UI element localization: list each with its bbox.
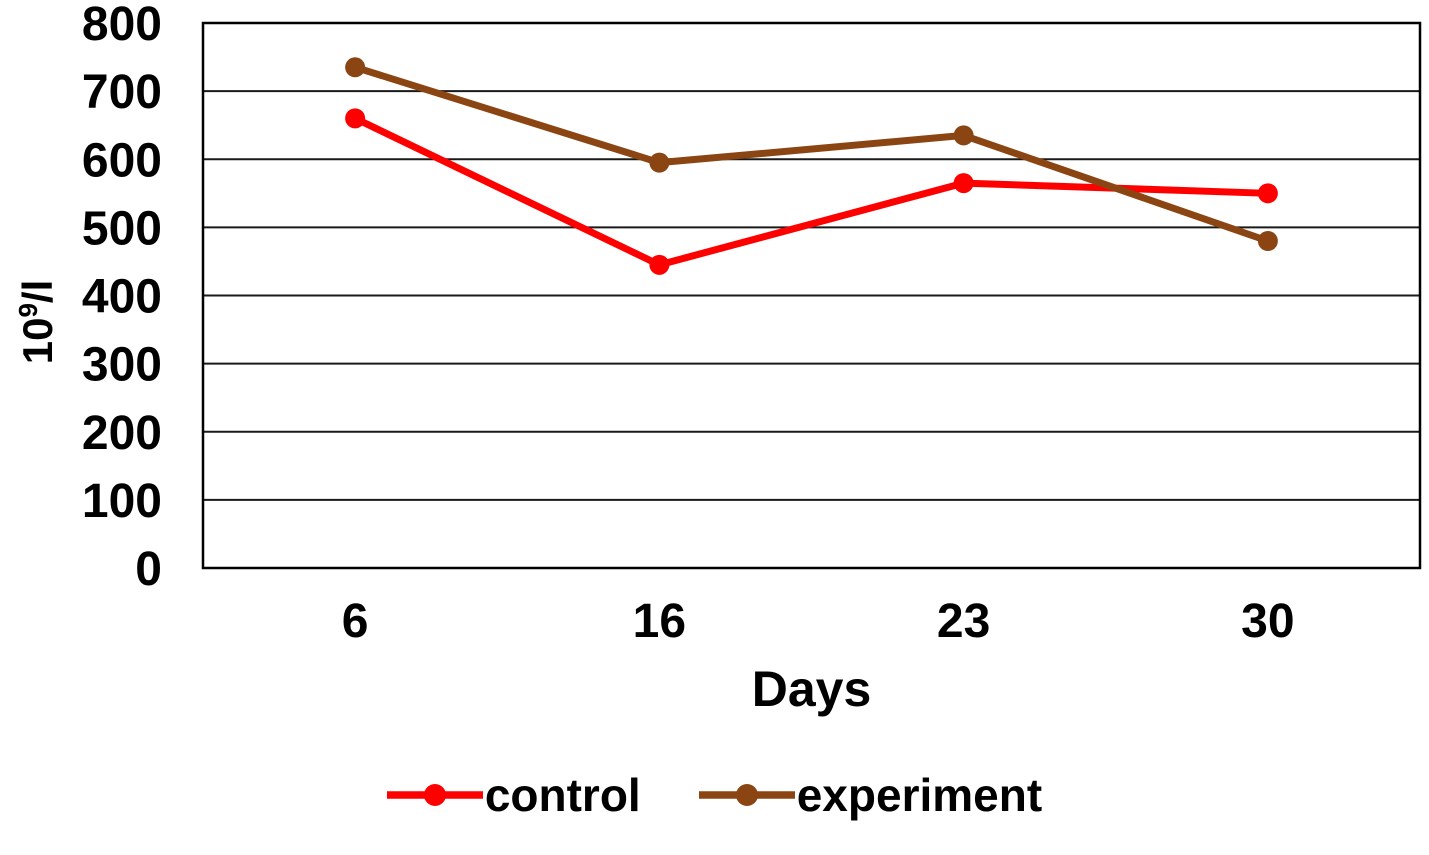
legend-marker-experiment	[698, 784, 795, 806]
data-point-experiment	[345, 57, 366, 78]
data-point-experiment	[1257, 231, 1278, 251]
y-axis-title: 109/l	[2, 212, 61, 432]
plot-border	[201, 21, 1422, 570]
x-tick-label: 6	[342, 595, 369, 648]
legend-label: control	[484, 769, 641, 821]
y-axis-title-exponent: 9	[13, 303, 43, 318]
x-tick-label: 23	[937, 595, 990, 648]
x-tick-label: 30	[1241, 595, 1294, 648]
y-tick-label: 300	[82, 339, 162, 392]
y-axis-title-base: 10	[14, 317, 61, 365]
y-tick-label: 400	[82, 271, 162, 324]
legend-item-experiment: experiment	[698, 768, 1043, 822]
data-point-control	[649, 254, 670, 275]
y-tick-label: 800	[82, 0, 162, 51]
y-tick-label: 200	[82, 407, 162, 460]
y-tick-label: 500	[82, 202, 162, 255]
y-tick-label: 700	[82, 66, 162, 119]
legend-label: experiment	[796, 769, 1043, 821]
data-point-control	[953, 173, 974, 194]
x-tick-label: 16	[633, 595, 686, 648]
y-axis-title-unit: /l	[14, 279, 61, 304]
x-axis-title: Days	[751, 661, 872, 717]
y-tick-label: 600	[82, 134, 162, 187]
legend-marker-control	[386, 784, 483, 806]
data-point-experiment	[953, 125, 974, 146]
y-tick-label: 0	[135, 543, 162, 596]
data-point-experiment	[649, 152, 670, 173]
legend: control experiment	[0, 768, 1429, 822]
data-point-control	[1257, 183, 1278, 204]
series-line-experiment	[351, 63, 1272, 245]
y-tick-label: 100	[82, 475, 162, 528]
legend-item-control: control	[386, 768, 641, 822]
data-point-control	[345, 108, 366, 129]
